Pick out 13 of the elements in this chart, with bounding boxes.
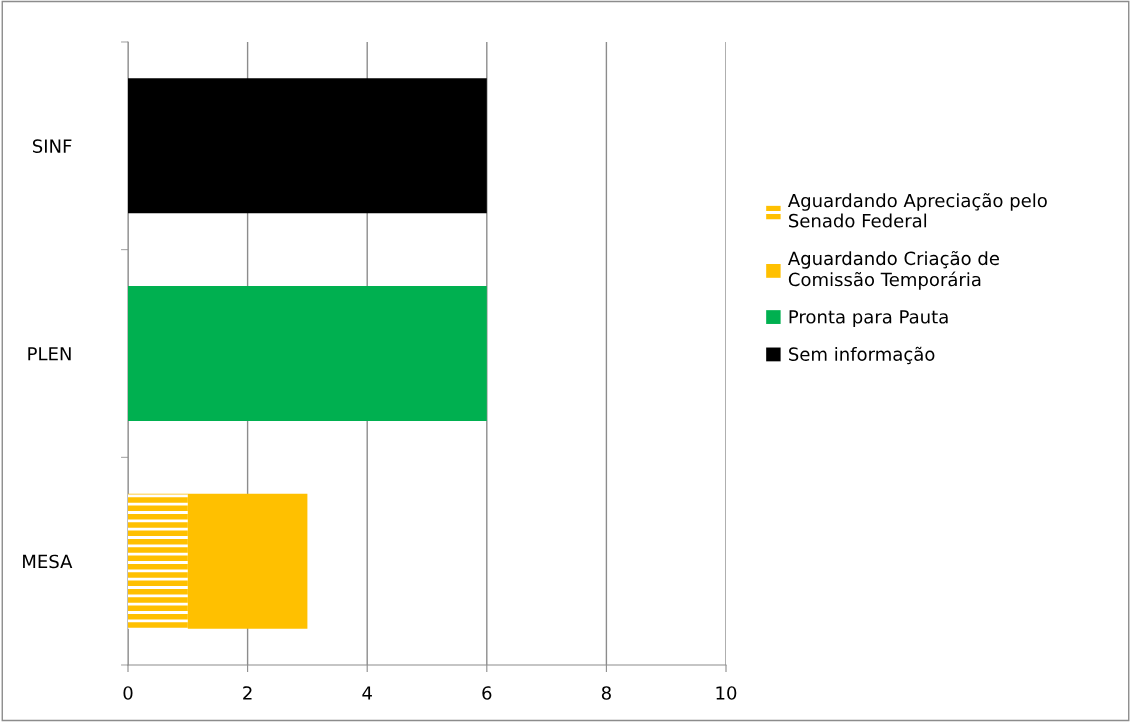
legend-label: Aguardando Apreciação pelo Senado Federal: [787, 193, 1047, 228]
x-tick-label: 8: [601, 686, 611, 700]
y-tick-label: SINF: [32, 139, 72, 153]
y-tick-label: MESA: [23, 554, 73, 569]
x-tick-label: 4: [362, 686, 372, 700]
legend-label: Pronta para Pauta: [789, 310, 948, 328]
x-tick-label: 2: [243, 686, 252, 700]
legend-label: Sem informação: [789, 346, 935, 365]
x-tick-label: 6: [482, 686, 492, 700]
x-tick-label: 10: [716, 686, 737, 700]
legend-label: Aguardando Criação de Comissão Temporária: [787, 250, 999, 290]
x-tick-label: 0: [123, 686, 133, 700]
y-tick-label: PLEN: [28, 347, 71, 361]
